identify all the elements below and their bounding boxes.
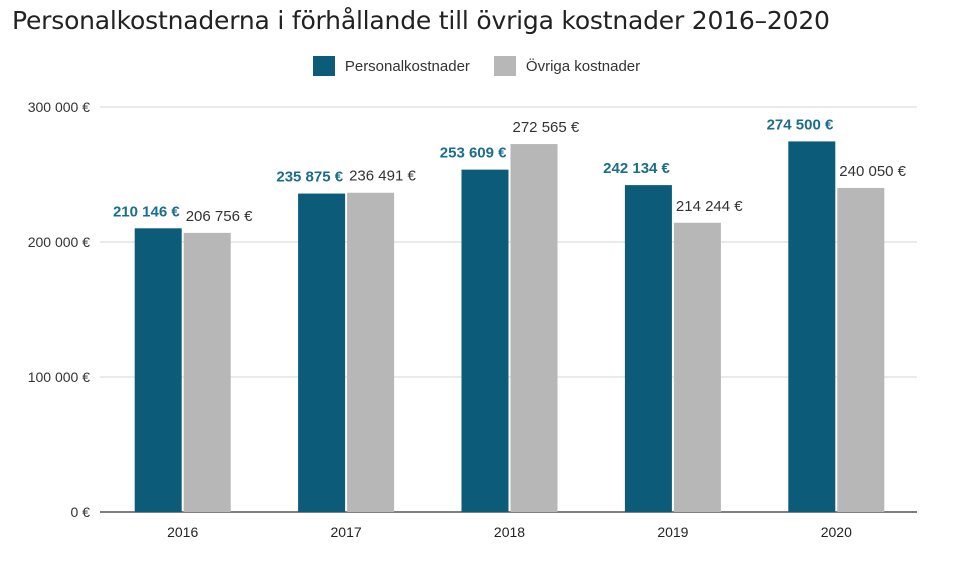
legend-item-personalkostnader: Personalkostnader <box>312 56 470 76</box>
bar <box>673 222 721 512</box>
bar <box>788 141 836 513</box>
legend-item-ovriga-kostnader: Övriga kostnader <box>493 56 641 76</box>
bar <box>183 232 231 512</box>
legend-label-ovriga-kostnader: Övriga kostnader <box>525 57 641 75</box>
x-tick-label: 2018 <box>494 524 525 540</box>
data-label: 206 756 € <box>186 208 253 225</box>
y-tick-label: 300 000 € <box>28 99 90 115</box>
legend-swatch-ovriga-kostnader <box>493 56 516 76</box>
data-label: 210 146 € <box>113 203 180 220</box>
data-label: 274 500 € <box>767 116 834 133</box>
y-tick-label: 100 000 € <box>28 369 90 385</box>
legend-swatch-personalkostnader <box>312 56 335 76</box>
data-label: 242 134 € <box>603 160 670 177</box>
legend: Personalkostnader Övriga kostnader <box>0 56 953 76</box>
data-label: 235 875 € <box>276 169 343 186</box>
data-label: 272 565 € <box>513 119 580 136</box>
bar <box>298 193 346 512</box>
bar <box>461 169 509 512</box>
y-tick-label: 0 € <box>71 504 91 520</box>
bar <box>624 185 672 513</box>
bar <box>510 144 558 513</box>
data-label: 253 609 € <box>440 145 507 162</box>
legend-label-personalkostnader: Personalkostnader <box>344 57 470 75</box>
x-tick-label: 2019 <box>657 524 688 540</box>
x-tick-label: 2016 <box>167 524 198 540</box>
chart-title: Personalkostnaderna i förhållande till ö… <box>12 6 830 35</box>
x-tick-label: 2020 <box>821 524 852 540</box>
bar <box>134 228 182 512</box>
data-label: 214 244 € <box>676 198 743 215</box>
x-tick-label: 2017 <box>331 524 362 540</box>
data-label: 240 050 € <box>839 163 906 180</box>
bar <box>347 192 395 512</box>
data-label: 236 491 € <box>349 168 416 185</box>
bar <box>837 187 885 512</box>
y-tick-label: 200 000 € <box>28 234 90 250</box>
